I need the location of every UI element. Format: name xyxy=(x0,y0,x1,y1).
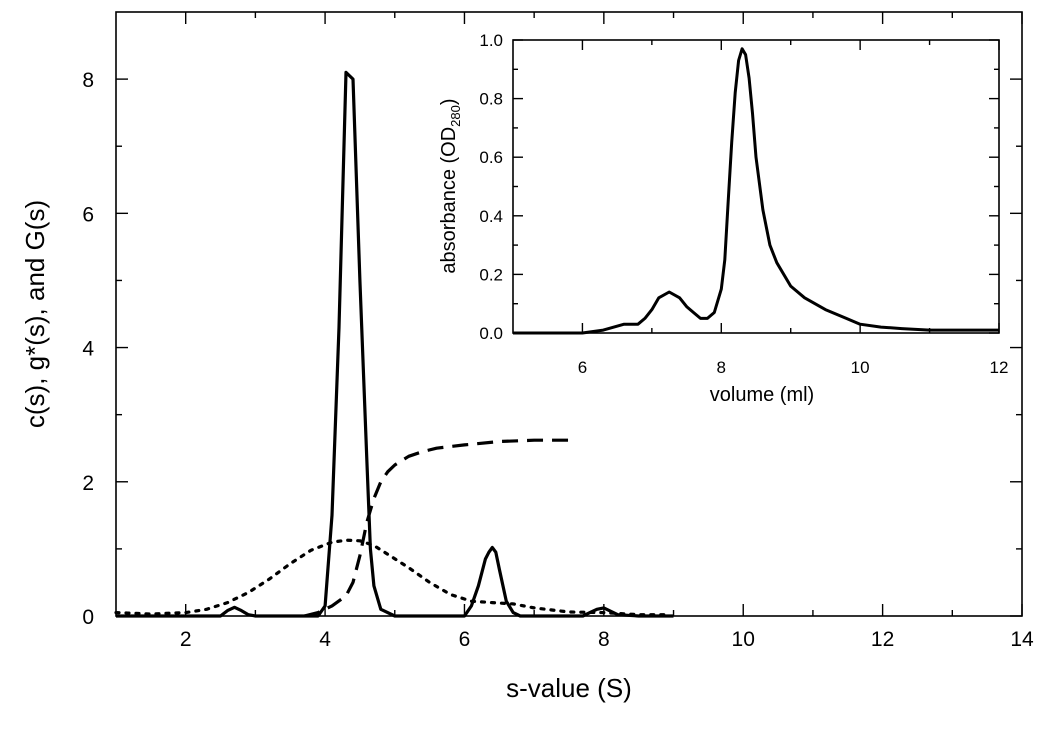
inset-x-tick-label: 12 xyxy=(990,358,1009,377)
inset-y-axis-label-suffix: ) xyxy=(438,98,460,105)
main-series-solid-line xyxy=(116,70,674,618)
inset-series-group xyxy=(513,47,999,335)
main-series-dashed-line xyxy=(303,438,569,618)
inset-axis-ticks: 6 8 10 12 0.0 0.2 0.4 0.6 0.8 1.0 xyxy=(479,31,1008,377)
inset-y-tick-label: 0.0 xyxy=(479,324,503,343)
inset-y-axis-label-subscript: 280 xyxy=(448,105,463,127)
inset-chart: 6 8 10 12 0.0 0.2 0.4 0.6 0.8 1.0 volume (ml) abs… xyxy=(438,31,1008,406)
inset-y-tick-label: 0.6 xyxy=(479,148,503,167)
main-y-tick-label: 8 xyxy=(82,69,94,92)
main-y-tick-label: 4 xyxy=(82,338,94,361)
main-x-tick-label: 10 xyxy=(732,628,755,651)
inset-y-axis-label: absorbance (OD280) xyxy=(438,98,463,273)
main-x-tick-label: 6 xyxy=(459,628,471,651)
main-y-tick-label: 6 xyxy=(82,203,94,226)
main-y-tick-label: 0 xyxy=(82,606,94,629)
inset-y-tick-label: 1.0 xyxy=(479,31,503,50)
inset-y-axis-label-main: absorbance (OD xyxy=(438,127,460,274)
inset-x-tick-label: 10 xyxy=(851,358,870,377)
main-axis-ticks: 2 4 6 8 10 12 14 0 2 4 6 8 xyxy=(82,12,1034,651)
main-chart: 2 4 6 8 10 12 14 0 2 4 6 8 s-value (S) c(s), g*(s),… xyxy=(20,11,1034,703)
inset-series-solid-line xyxy=(513,47,999,335)
main-series-dotted-line xyxy=(114,538,669,617)
main-x-axis-label: s-value (S) xyxy=(506,673,632,703)
inset-x-tick-label: 6 xyxy=(578,358,587,377)
main-x-tick-label: 2 xyxy=(180,628,192,651)
inset-y-tick-label: 0.4 xyxy=(479,207,503,226)
main-x-tick-label: 14 xyxy=(1010,628,1034,651)
main-series-group xyxy=(114,70,674,618)
inset-y-tick-label: 0.8 xyxy=(479,90,503,109)
main-y-tick-label: 2 xyxy=(82,472,94,495)
inset-y-tick-label: 0.2 xyxy=(479,265,503,284)
main-x-tick-label: 4 xyxy=(319,628,331,651)
main-x-tick-label: 12 xyxy=(871,628,894,651)
inset-background xyxy=(513,40,999,333)
inset-x-axis-label: volume (ml) xyxy=(710,384,814,406)
main-y-axis-label: c(s), g*(s), and G(s) xyxy=(20,200,50,428)
main-x-tick-label: 8 xyxy=(598,628,610,651)
inset-x-tick-label: 8 xyxy=(717,358,726,377)
